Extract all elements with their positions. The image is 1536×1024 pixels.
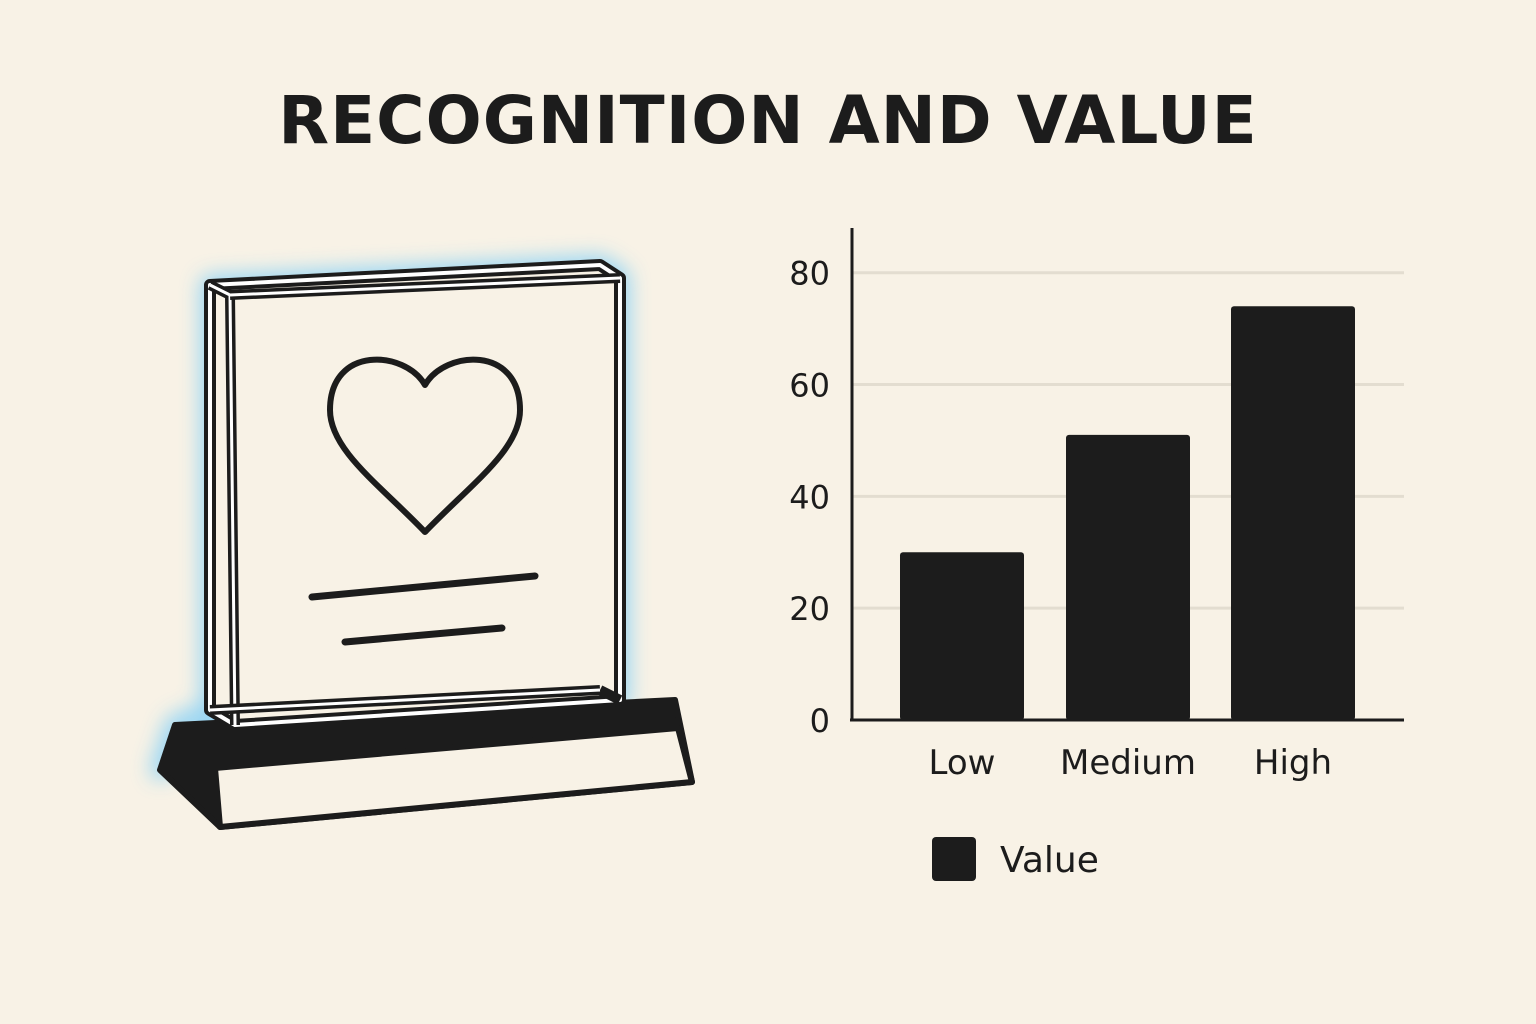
y-tick-label: 0 xyxy=(810,702,830,740)
bar-medium xyxy=(1066,434,1190,720)
glass-award-plaque-icon xyxy=(150,255,695,830)
page-title: RECOGNITION AND VALUE xyxy=(278,82,1258,159)
x-tick-label: Medium xyxy=(1060,743,1196,783)
award-base xyxy=(157,697,695,830)
y-tick-label: 60 xyxy=(789,367,830,405)
y-tick-label: 40 xyxy=(789,478,830,516)
bar-low xyxy=(900,552,1024,720)
x-tick-labels: Low Medium High xyxy=(929,743,1333,783)
x-tick-label: Low xyxy=(929,743,996,783)
y-tick-label: 80 xyxy=(789,255,830,293)
bar-chart: 0 20 40 60 80 Low Medium High Value xyxy=(760,210,1460,910)
axes xyxy=(850,228,1404,722)
y-tick-label: 20 xyxy=(789,590,830,628)
bars xyxy=(900,306,1355,720)
award-illustration xyxy=(130,230,730,850)
legend-label: Value xyxy=(1000,840,1099,881)
y-tick-labels: 0 20 40 60 80 xyxy=(789,255,830,740)
legend-swatch xyxy=(932,837,976,881)
plaque-line-2 xyxy=(341,624,506,646)
heart-icon xyxy=(327,356,523,535)
glass-plaque xyxy=(204,259,626,731)
plaque-line-1 xyxy=(308,572,539,601)
bar-high xyxy=(1231,306,1355,720)
bar-chart-svg: 0 20 40 60 80 Low Medium High Value xyxy=(789,228,1404,881)
legend: Value xyxy=(932,837,1099,881)
x-tick-label: High xyxy=(1254,743,1332,783)
